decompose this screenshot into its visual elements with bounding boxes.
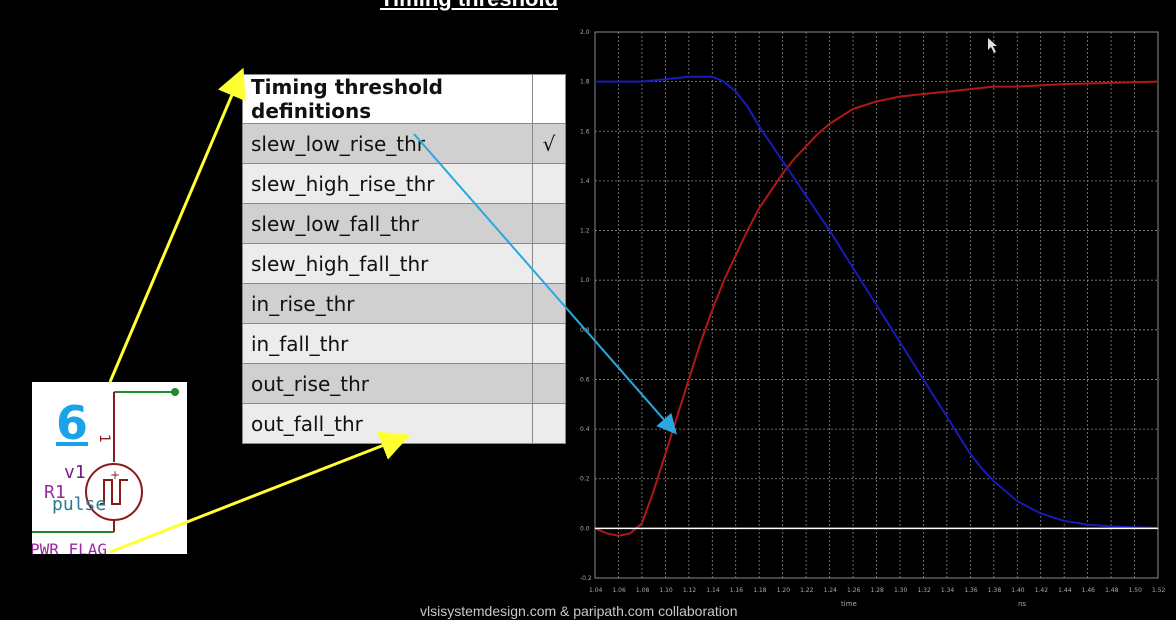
x-tick-label: 1.20 [777,587,791,594]
x-tick-label: 1.36 [964,587,978,594]
x-tick-label: 1.46 [1082,587,1096,594]
x-tick-label: 1.04 [589,587,603,594]
x-tick-label: 1.52 [1152,587,1166,594]
table-header-check-cell [531,74,567,124]
x-tick-label: 1.26 [847,587,861,594]
source-type: pulse [52,494,107,515]
y-tick-label: 0.2 [580,476,590,483]
threshold-name: slew_low_rise_thr [242,123,533,164]
table-row: slew_high_fall_thr [242,243,567,284]
check-mark [531,323,567,364]
x-tick-label: 1.18 [753,587,767,594]
x-tick-label: 1.32 [917,587,931,594]
waveform-plot: 1.04 1.06 1.08 1.10 1.12 1.14 1.16 1.18 1.20 1.22… [578,22,1176,610]
junction-dot [171,388,179,396]
yellow-arrow-top [108,67,246,383]
step-number: 6 [56,396,89,450]
pwr-flag-label: PWR_FLAG [32,540,108,554]
source-name: v1 [64,462,86,483]
threshold-name: out_fall_thr [242,403,533,444]
y-tick-label: 0.8 [580,327,590,334]
y-tick-label: -0.2 [580,575,592,582]
x-tick-label: 1.48 [1105,587,1119,594]
plot-curves [594,75,1159,537]
y-tick-label: 1.0 [580,277,590,284]
check-mark [531,243,567,284]
falling-waveform [595,75,1159,529]
check-mark [531,203,567,244]
x-tick-label: 1.24 [824,587,838,594]
x-tick-label: 1.12 [683,587,697,594]
pin-number: 1 [96,434,112,443]
check-mark [531,363,567,404]
resistor-label: R1 [44,482,66,503]
x-tick-label: 1.34 [941,587,955,594]
table-row: out_rise_thr [242,363,567,404]
x-tick-label: 1.22 [800,587,814,594]
y-tick-label: 1.8 [580,79,590,86]
footer-credit: vlsisystemdesign.com & paripath.com coll… [420,603,738,619]
table-row: slew_high_rise_thr [242,163,567,204]
threshold-name: out_rise_thr [242,363,533,404]
x-tick-label: 1.28 [871,587,885,594]
plot-background [578,22,1176,610]
threshold-table: Timing threshold definitions slew_low_ri… [242,74,567,444]
x-tick-label: 1.30 [894,587,908,594]
check-mark: √ [531,123,567,164]
y-tick-label: 0.6 [580,376,590,383]
y-tick-label: 1.4 [580,178,590,185]
check-mark [531,283,567,324]
table-row: in_fall_thr [242,323,567,364]
y-tick-label: 0.4 [580,426,590,433]
threshold-name: slew_high_rise_thr [242,163,533,204]
check-mark [531,163,567,204]
table-row: slew_low_fall_thr [242,203,567,244]
x-tick-label: 1.44 [1058,587,1072,594]
x-tick-label: 1.10 [659,587,673,594]
table-header: Timing threshold definitions [242,74,533,124]
x-tick-label: 1.50 [1129,587,1143,594]
x-tick-label: 1.16 [730,587,744,594]
x-tick-label: 1.08 [636,587,650,594]
y-tick-label: 0.0 [580,525,590,532]
threshold-name: in_rise_thr [242,283,533,324]
threshold-name: slew_high_fall_thr [242,243,533,284]
plus-sign: + [110,468,120,482]
table-row: out_fall_thr [242,403,567,444]
schematic-snippet: 1 + 6 v1 R1 pulse PWR_FLAG [32,382,187,554]
table-header-row: Timing threshold definitions [242,74,567,124]
x-tick-label: 1.40 [1011,587,1025,594]
y-tick-label: 2.0 [580,29,590,36]
x-tick-label: 1.42 [1035,587,1049,594]
table-row: in_rise_thr [242,283,567,324]
x-tick-label: 1.38 [988,587,1002,594]
threshold-name: in_fall_thr [242,323,533,364]
x-axis-unit: ns [1018,600,1026,608]
check-mark [531,403,567,444]
x-axis-label: time [841,600,857,608]
x-tick-label: 1.14 [706,587,720,594]
table-row: slew_low_rise_thr √ [242,123,567,164]
y-tick-label: 1.6 [580,128,590,135]
x-tick-label: 1.06 [612,587,626,594]
rising-waveform [594,80,1159,537]
slide-title: Timing threshold [380,0,558,12]
threshold-name: slew_low_fall_thr [242,203,533,244]
y-tick-label: 1.2 [580,228,590,235]
